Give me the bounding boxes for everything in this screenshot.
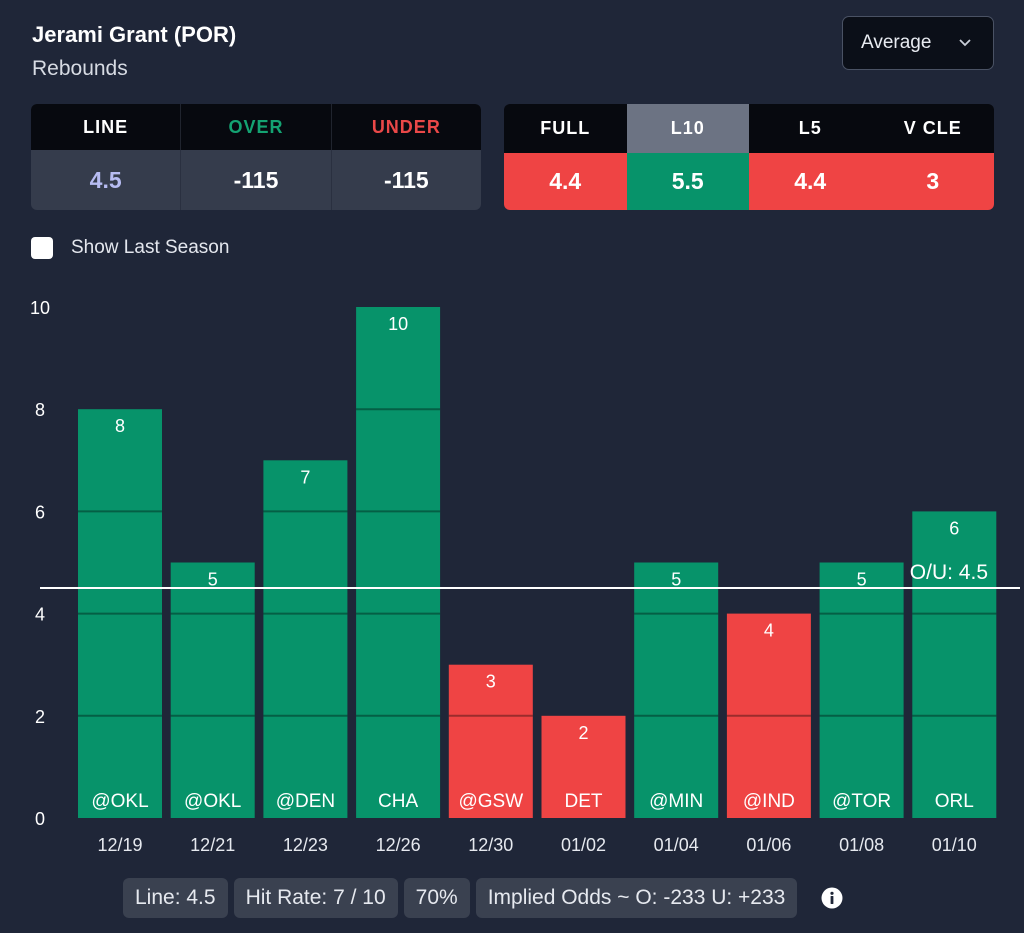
show-last-season-toggle[interactable]: Show Last Season	[31, 237, 229, 259]
y-tick-label: 6	[35, 502, 45, 522]
odds-value-line: 4.5	[31, 150, 182, 210]
opponent-label: CHA	[378, 791, 418, 812]
averages-tabs: FULL L10 L5 V CLE	[504, 104, 994, 153]
bar-value-label: 7	[300, 467, 310, 487]
odds-header-under: UNDER	[371, 116, 441, 137]
y-tick-label: 8	[35, 400, 45, 420]
averages-table: FULL L10 L5 V CLE 4.4 5.5 4.4 3	[504, 104, 994, 210]
x-tick-label: 01/02	[561, 835, 606, 855]
stat-type: Rebounds	[32, 57, 128, 80]
y-tick-label: 0	[35, 809, 45, 829]
average-value-l5: 4.4	[749, 153, 872, 210]
average-value-v-cle: 3	[871, 153, 994, 210]
x-tick-label: 01/10	[932, 835, 977, 855]
opponent-label: ORL	[935, 791, 974, 812]
y-tick-label: 2	[35, 707, 45, 727]
hit-rate-pill: Hit Rate: 7 / 10	[233, 878, 398, 918]
tab-l10[interactable]: L10	[626, 104, 749, 153]
bar-value-label: 5	[857, 570, 867, 590]
y-tick-label: 4	[35, 605, 45, 625]
tab-l5[interactable]: L5	[749, 104, 872, 153]
tab-v-cle[interactable]: V CLE	[871, 104, 994, 153]
bar	[819, 562, 904, 818]
bar	[912, 511, 997, 818]
show-last-season-label: Show Last Season	[71, 237, 230, 258]
bar	[448, 664, 533, 818]
bar-value-label: 5	[208, 570, 218, 590]
ou-line-label: O/U: 4.5	[910, 561, 988, 584]
bar	[726, 613, 811, 818]
opponent-label: @GSW	[458, 791, 523, 812]
average-select[interactable]: Average	[842, 16, 994, 70]
odds-table: LINE OVER UNDER 4.5 -115 -115	[31, 104, 481, 210]
player-name: Jerami Grant (POR)	[32, 22, 237, 47]
y-tick-label: 10	[30, 298, 50, 318]
summary-bar: Line: 4.5 Hit Rate: 7 / 10 70% Implied O…	[123, 878, 843, 918]
average-value-full: 4.4	[504, 153, 627, 210]
bar-value-label: 6	[949, 518, 959, 538]
bar	[263, 460, 348, 818]
bar	[634, 562, 719, 818]
odds-header-over: OVER	[181, 104, 332, 150]
odds-value-over[interactable]: -115	[181, 150, 332, 210]
rebounds-bar-chart: 0 2 4 6 8 10 8 @OKL 12/19 5 @OKL 12/21 7 @DEN 12/23 10 C…	[30, 298, 1020, 855]
bar-value-label: 2	[578, 723, 588, 743]
x-tick-label: 12/23	[283, 835, 328, 855]
average-select-value: Average	[861, 32, 932, 53]
bar	[170, 562, 255, 818]
bar-value-label: 4	[764, 621, 774, 641]
line-pill: Line: 4.5	[123, 878, 228, 918]
info-icon[interactable]	[821, 887, 843, 909]
opponent-label: @TOR	[832, 791, 891, 812]
bar-value-label: 5	[671, 570, 681, 590]
opponent-label: @OKL	[184, 791, 241, 812]
odds-value-row: 4.5 -115 -115	[31, 150, 481, 210]
x-tick-label: 01/06	[746, 835, 791, 855]
odds-header-row: LINE OVER UNDER	[31, 104, 481, 150]
opponent-label: @MIN	[649, 791, 703, 812]
x-tick-label: 12/26	[376, 835, 421, 855]
opponent-label: @DEN	[276, 791, 335, 812]
bar-value-label: 8	[115, 416, 125, 436]
x-tick-label: 12/19	[97, 835, 142, 855]
bar-value-label: 10	[388, 314, 408, 334]
x-tick-label: 12/30	[468, 835, 513, 855]
bar-value-label: 3	[486, 672, 496, 692]
bar	[356, 307, 441, 818]
x-tick-label: 12/21	[190, 835, 235, 855]
averages-values: 4.4 5.5 4.4 3	[504, 153, 994, 210]
x-tick-label: 01/04	[654, 835, 699, 855]
odds-value-under[interactable]: -115	[383, 166, 429, 193]
hit-percent-pill: 70%	[403, 878, 470, 918]
show-last-season-checkbox[interactable]	[31, 237, 53, 259]
bar	[541, 715, 626, 818]
opponent-label: @IND	[743, 791, 795, 812]
implied-odds-pill: Implied Odds ~ O: -233 U: +233	[475, 878, 798, 918]
tab-full[interactable]: FULL	[504, 104, 627, 153]
chevron-down-icon	[959, 39, 971, 47]
bar	[78, 409, 162, 818]
odds-header-line: LINE	[31, 104, 182, 150]
opponent-label: DET	[565, 791, 603, 812]
x-tick-label: 01/08	[839, 835, 884, 855]
average-value-l10: 5.5	[626, 153, 749, 210]
opponent-label: @OKL	[91, 791, 148, 812]
